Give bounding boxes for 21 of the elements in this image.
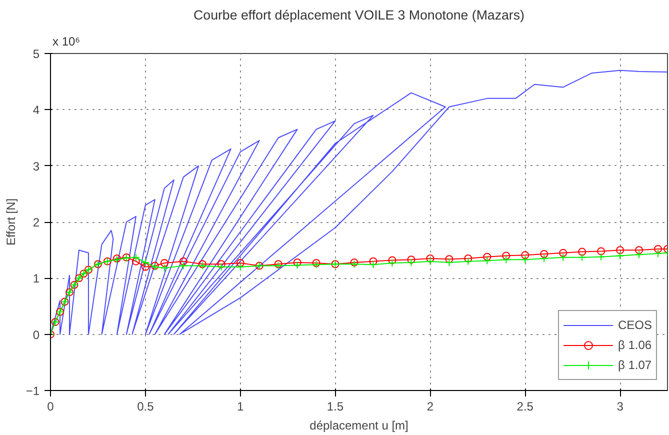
y-axis-title: Effort [N]	[4, 198, 18, 246]
y-tick-label: 0	[32, 328, 40, 342]
legend-label: β 1.07	[618, 358, 652, 372]
x-tick-label: 3	[616, 400, 624, 414]
chart-title: Courbe effort déplacement VOILE 3 Monotone (Mazars)	[194, 8, 524, 22]
legend-label: β 1.06	[618, 338, 652, 352]
x-tick-label: 1	[237, 400, 244, 414]
text: x 10⁶	[52, 34, 80, 48]
x-tick-label: 0.5	[137, 400, 154, 414]
x-tick-label: 2	[426, 400, 434, 414]
y-tick-label: 3	[32, 159, 40, 174]
x-tick-label: 1.5	[326, 400, 344, 414]
x-tick-label: 0	[47, 400, 54, 414]
x-tick-label: 2.5	[516, 400, 534, 414]
y-tick-label: 4	[32, 103, 40, 118]
y-tick-label: 2	[32, 216, 40, 230]
y-tick-label: 5	[32, 47, 40, 61]
x-axis-title: déplacement u [m]	[310, 418, 408, 432]
legend-label: CEOS	[618, 318, 652, 332]
y-tick-label: −1	[26, 384, 40, 398]
y-tick-label: 1	[32, 272, 40, 286]
